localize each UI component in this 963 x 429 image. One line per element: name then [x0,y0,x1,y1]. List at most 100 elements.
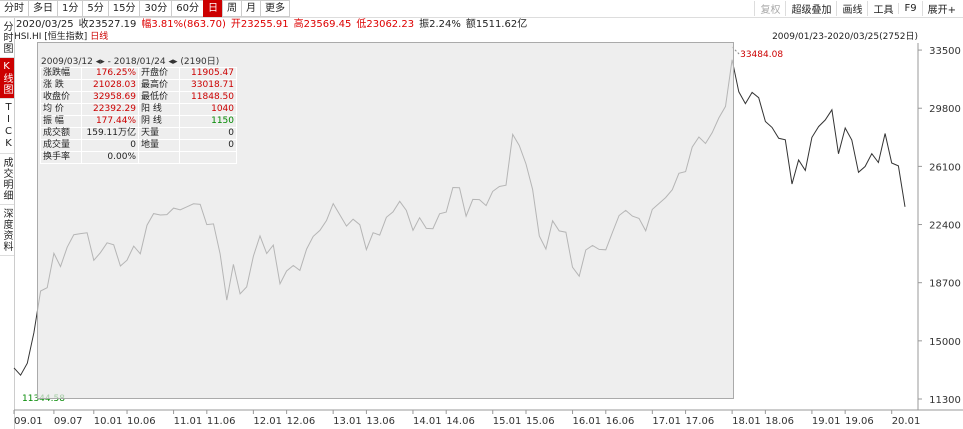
x-tick-label: 18.06 [765,416,794,427]
range-panel: 2009/03/12 ◂▸ - 2018/01/24 ◂▸ (2190日) 涨跌幅… [37,42,734,399]
stats-row: 涨跌幅 176.25% 开盘价 11905.47 [40,67,237,80]
x-tick-label: 18.01 [732,416,761,427]
quote-item: 2020/03/25 [16,19,74,30]
period-button[interactable]: 更多 [259,0,290,17]
tool-button[interactable]: 展开+ [921,1,961,16]
tool-button[interactable]: 超级叠加 [785,1,836,16]
stat-value: 176.25% [81,67,139,80]
x-tick-label: 11.01 [174,416,203,427]
stat-label: 涨跌幅 [40,67,82,80]
stat-value: 0 [81,139,139,152]
y-tick-label: 22400 [929,221,961,232]
stat-label: 换手率 [40,151,82,164]
stat-label: 最低价 [138,91,180,104]
x-tick-label: 17.01 [652,416,681,427]
period-button[interactable]: 5分 [82,0,109,17]
empty-cell [138,151,180,164]
tool-button[interactable]: F9 [898,3,921,14]
x-tick-label: 14.06 [446,416,475,427]
quote-item: 额1511.62亿 [465,19,528,30]
x-tick-label: 12.06 [287,416,316,427]
toolbar: 分时 多日 1分 5分 15分 30分 60分日周月更多 复权 超级叠加 画线 工具 F9 展开+ [0,0,963,18]
quote-item: 幅3.81%(863.70) [141,19,226,30]
chart-header: HSI.HI [恒生指数] 日线 2009/01/23-2020/03/25(27… [14,32,918,43]
y-tick-label: 29800 [929,104,961,115]
stat-value: 177.44% [81,115,139,128]
stat-label: 收盘价 [40,91,82,104]
x-tick-label: 13.01 [333,416,362,427]
x-tick-label: 12.01 [253,416,282,427]
side-tab[interactable]: 深度资料 [0,205,14,256]
peak-label: 33484.08 [740,50,783,60]
stat-value: 1150 [179,115,237,128]
tool-button[interactable]: 画线 [836,1,867,16]
y-tick-label: 18700 [929,279,961,290]
x-tick-label: 17.06 [686,416,715,427]
x-tick-label: 15.06 [526,416,555,427]
x-tick-label: 19.01 [812,416,841,427]
stat-value: 21028.03 [81,79,139,92]
x-tick-label: 13.06 [366,416,395,427]
empty-cell [179,151,237,164]
stat-label: 涨 跌 [40,79,82,92]
quote-item: 开23255.91 [230,19,289,30]
stat-label: 阳 线 [138,103,180,116]
stats-table: 涨跌幅 176.25% 开盘价 11905.47 涨 跌 21028.03 最高价 33018… [40,67,237,164]
quote-item: 振2.24% [419,19,461,30]
x-tick-label: 16.06 [606,416,635,427]
stat-value: 159.11万亿 [81,127,139,140]
stats-row: 振 幅 177.44% 阴 线 1150 [40,115,237,128]
range: 2009/01/23-2020/03/25(2752日) [772,32,918,42]
y-tick-label: 15000 [929,337,961,348]
sidebar: 分时图 K线图 TICK 成交明细 深度资料 [0,18,15,429]
period-button[interactable]: 60分 [171,0,204,17]
stat-label: 振 幅 [40,115,82,128]
side-tab[interactable]: K线图 [0,58,14,99]
stat-value: 0 [179,127,237,140]
tool-button[interactable]: 工具 [867,1,898,16]
stats-row: 均 价 22392.29 阳 线 1040 [40,103,237,116]
quote-item: 收23527.19 [78,19,137,30]
x-tick-label: 20.01 [892,416,921,427]
stat-label: 成交额 [40,127,82,140]
low-label: 11344.58 [22,394,65,404]
stat-value: 22392.29 [81,103,139,116]
x-tick-label: 15.01 [493,416,522,427]
stat-label: 天量 [138,127,180,140]
x-tick-label: 11.06 [207,416,236,427]
stat-value: 32958.69 [81,91,139,104]
stats-row: 收盘价 32958.69 最低价 11848.50 [40,91,237,104]
stat-value: 33018.71 [179,79,237,92]
stat-value: 0 [179,139,237,152]
x-tick-label: 19.06 [845,416,874,427]
x-tick-label: 10.01 [94,416,123,427]
side-tab[interactable]: 成交明细 [0,154,14,205]
quote-item: 高23569.45 [293,19,352,30]
tools: 复权 超级叠加 画线 工具 F9 展开+ [754,0,961,17]
x-tick-label: 09.07 [54,416,83,427]
stat-value: 0.00% [81,151,139,164]
period: 日线 [90,32,109,42]
x-tick-label: 09.01 [14,416,43,427]
stat-label: 开盘价 [138,67,180,80]
quote-bar: 2020/03/25 收23527.19 幅3.81%(863.70) 开23255.… [16,18,527,32]
quote-item: 低23062.23 [356,19,415,30]
stats-row: 成交额 159.11万亿 天量 0 [40,127,237,140]
x-tick-label: 10.06 [127,416,156,427]
y-tick-label: 11300 [929,395,961,406]
stat-label: 最高价 [138,79,180,92]
side-tab[interactable]: TICK [0,99,14,154]
y-tick-label: 33500 [929,46,961,57]
stats-row: 换手率 0.00% [40,151,237,164]
side-tab[interactable]: 分时图 [0,18,14,58]
tool-button[interactable]: 复权 [754,1,785,16]
panel-title: 2009/03/12 ◂▸ - 2018/01/24 ◂▸ (2190日) [41,57,220,67]
stat-value: 11848.50 [179,91,237,104]
stat-label: 地量 [138,139,180,152]
stat-value: 11905.47 [179,67,237,80]
stat-label: 成交量 [40,139,82,152]
stats-row: 成交量 0 地量 0 [40,139,237,152]
x-tick-label: 16.01 [573,416,602,427]
stat-label: 阴 线 [138,115,180,128]
